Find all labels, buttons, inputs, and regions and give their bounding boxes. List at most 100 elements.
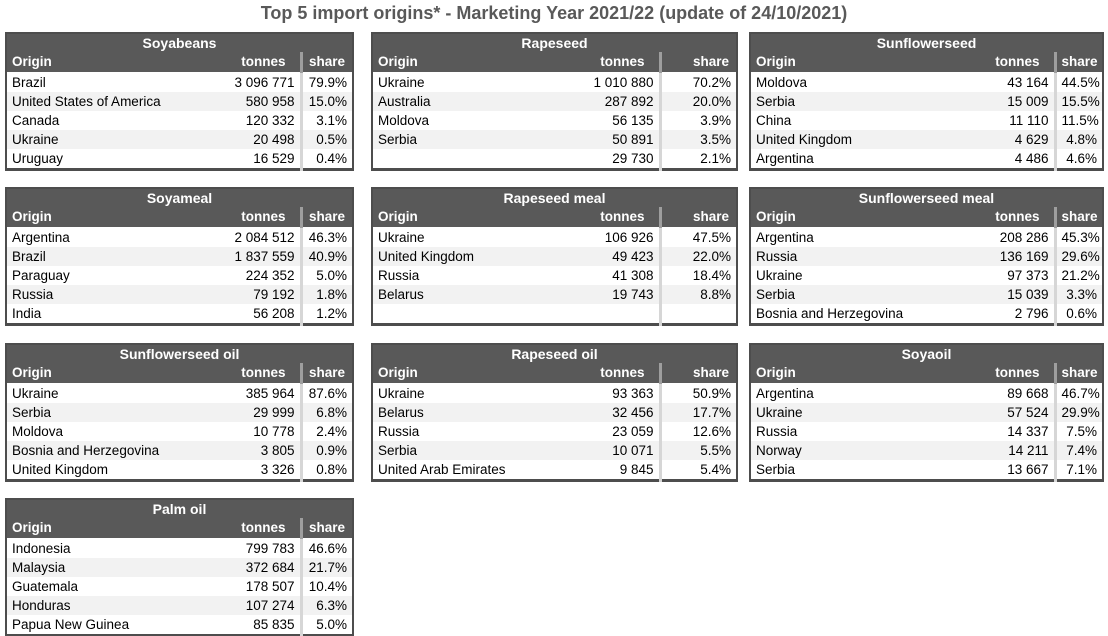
origin-cell: United States of America [12,94,161,109]
share-cell: 3.5% [658,130,737,149]
table-title-row: Rapeseed [372,33,737,52]
share-cell: 44.5% [1053,72,1104,92]
table-row: Moldova 43 164 44.5% [750,72,1104,92]
table-title: Sunflowerseed oil [6,344,354,363]
tonnes-cell: 287 892 [604,94,654,109]
origin-cell: Ukraine [378,75,425,90]
column-header-share: share [658,363,738,384]
table-row: 29 730 2.1% [372,149,737,170]
tonnes-cell: 2 084 512 [234,230,295,245]
table-row: Honduras 107 274 6.3% [6,596,353,615]
tonnes-cell: 89 668 [1007,386,1049,401]
import-table: Rapeseed meal Origin tonnes share Ukrain… [371,187,739,326]
origin-cell: Norway [756,443,802,458]
origin-cell: Canada [12,113,60,128]
tonnes-cell: 2 796 [1014,306,1049,321]
origin-cell: Serbia [378,443,418,458]
table-row: Ukraine 106 926 47.5% [372,227,738,247]
table-header-row: Origin tonnes share [750,52,1104,73]
share-cell: 4.6% [1053,149,1104,170]
table-row: Malaysia 372 684 21.7% [6,558,353,577]
table-header-row: Origin tonnes share [6,52,353,73]
share-cell: 47.5% [658,227,738,247]
tonnes-cell: 208 286 [999,230,1049,245]
column-header-share: share [658,52,737,73]
column-header-share: share [299,363,354,384]
table-title-row: Soyameal [6,188,354,207]
share-cell: 2.1% [658,149,737,170]
table-row: Ukraine 385 964 87.6% [6,383,354,403]
origin-cell [372,149,557,170]
table-row: Moldova 56 135 3.9% [372,111,737,130]
share-cell: 87.6% [299,383,354,403]
tonnes-cell: 43 164 [1007,75,1049,90]
table-row: Serbia 15 009 15.5% [750,92,1104,111]
table-row: China 11 110 11.5% [750,111,1104,130]
origin-cell: Ukraine [12,386,59,401]
column-header-share: share [299,207,354,228]
table-row: Uruguay 16 529 0.4% [6,149,353,170]
tonnes-cell: 1 837 559 [234,249,295,264]
origin-cell: Russia [378,268,420,283]
share-cell: 8.8% [658,285,738,304]
tonnes-cell: 14 211 [1008,443,1049,458]
column-header-share: share [658,207,738,228]
share-cell: 46.6% [299,538,353,558]
table-row: United Kingdom 3 326 0.8% [6,460,354,481]
import-table: Sunflowerseed meal Origin tonnes share A… [749,187,1104,326]
table-title: Sunflowerseed meal [750,188,1103,207]
share-cell: 11.5% [1053,111,1104,130]
origin-cell: Moldova [12,424,64,439]
column-header-tonnes: tonnes [945,363,1055,384]
tonnes-cell: 15 009 [1007,94,1049,109]
tonnes-cell: 41 308 [612,268,654,283]
tonnes-cell: 107 274 [245,598,295,613]
table-row: Serbia 15 039 3.3% [750,285,1103,304]
table-row: Belarus 19 743 8.8% [372,285,738,304]
origin-cell: Malaysia [12,560,66,575]
table-row: Argentina 2 084 512 46.3% [6,227,354,247]
column-header-origin: Origin [750,207,945,228]
table-row: Russia 14 337 7.5% [750,422,1103,441]
tonnes-cell: 29 730 [612,151,654,166]
origin-cell: Ukraine [756,268,803,283]
share-cell: 15.0% [299,92,353,111]
table-row: Norway 14 211 7.4% [750,441,1103,460]
share-cell: 0.4% [299,149,353,170]
import-table: Soyaoil Origin tonnes share Argentina 89 … [749,343,1104,482]
table-body: Argentina 2 084 512 46.3% Brazil 1 837 559 40… [6,227,354,325]
table-header-row: Origin tonnes share [750,363,1103,384]
share-cell: 15.5% [1053,92,1104,111]
column-header-share: share [1053,363,1103,384]
column-header-origin: Origin [372,207,557,228]
tonnes-cell: 79 192 [253,287,295,302]
origin-cell: Ukraine [12,132,59,147]
table-title-row: Sunflowerseed meal [750,188,1103,207]
share-cell: 6.8% [299,403,354,422]
table-header-row: Origin tonnes share [6,518,353,539]
table-header-row: Origin tonnes share [6,207,354,228]
table-title: Soyameal [6,188,354,207]
tonnes-cell: 15 039 [1007,287,1049,302]
origin-cell: Argentina [756,230,814,245]
table-title: Soyaoil [750,344,1103,363]
origin-cell: Argentina [12,230,70,245]
table-body: Brazil 3 096 771 79.9% United States of Ame… [6,72,353,170]
share-cell [658,304,738,325]
share-cell: 50.9% [658,383,738,403]
origin-cell: Moldova [756,75,808,90]
table-row: Russia 23 059 12.6% [372,422,738,441]
table-body: Argentina 89 668 46.7% Ukraine 57 524 29.9% Ru… [750,383,1103,481]
table-body: Indonesia 799 783 46.6% Malaysia 372 684 21.7… [6,538,353,636]
table-header-row: Origin tonnes share [372,363,738,384]
origin-cell: Russia [12,287,54,302]
share-cell: 0.9% [299,441,354,460]
tonnes-cell: 49 423 [612,249,654,264]
origin-cell: Argentina [756,151,814,166]
tonnes-cell: 13 667 [1007,462,1049,477]
table-title-row: Soyabeans [6,33,353,52]
origin-cell: Papua New Guinea [12,617,130,632]
tonnes-cell: 4 629 [1014,132,1049,147]
origin-cell: Serbia [756,94,796,109]
column-header-tonnes: tonnes [198,518,301,539]
